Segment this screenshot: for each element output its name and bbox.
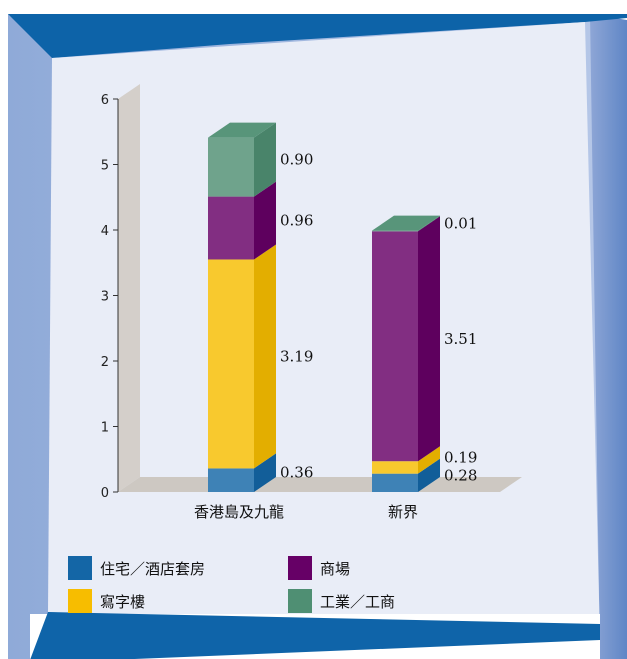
y-tick-label: 1 bbox=[101, 421, 109, 436]
value-label: 0.96 bbox=[280, 212, 313, 230]
legend-swatch bbox=[68, 589, 92, 613]
y-tick-label: 4 bbox=[101, 224, 109, 239]
y-tick-label: 6 bbox=[101, 93, 109, 108]
value-label: 3.19 bbox=[280, 347, 313, 365]
bar-top-face bbox=[372, 215, 440, 231]
value-label: 3.51 bbox=[444, 330, 477, 348]
y-tick-label: 3 bbox=[101, 290, 109, 305]
legend-swatch bbox=[288, 556, 312, 580]
bar-segment-front bbox=[208, 137, 254, 197]
bar-segment-front bbox=[208, 259, 254, 469]
bar-segment-side bbox=[418, 216, 440, 462]
value-label: 0.90 bbox=[280, 151, 313, 169]
value-label: 0.28 bbox=[444, 466, 477, 484]
y-tick-label: 2 bbox=[101, 355, 109, 370]
bar-segment-side bbox=[418, 215, 440, 232]
legend-label: 商場 bbox=[320, 560, 350, 578]
category-label: 新界 bbox=[388, 503, 418, 521]
legend-label: 住宅／酒店套房 bbox=[100, 560, 205, 578]
bar-segment-side bbox=[254, 122, 276, 197]
bar-segment-front bbox=[372, 461, 418, 474]
legend-label: 寫字樓 bbox=[100, 593, 145, 611]
bar-segment-front bbox=[208, 196, 254, 260]
legend-swatch bbox=[68, 556, 92, 580]
y-tick-label: 0 bbox=[101, 486, 109, 501]
bar-segment-side bbox=[254, 181, 276, 260]
bar-segment-side bbox=[254, 244, 276, 469]
value-label: 0.01 bbox=[444, 214, 477, 232]
bar-segment-side bbox=[418, 458, 440, 492]
bar-segment-side bbox=[254, 453, 276, 492]
legend-label: 工業／工商 bbox=[320, 593, 395, 611]
y-tick-label: 5 bbox=[101, 159, 109, 174]
plot-area: 0 1 2 3 4 5 6 0.36 3.19 0.96 0.90 香港島及九龍 0.280.19 3.5… bbox=[101, 84, 522, 521]
bar-segment-front bbox=[372, 473, 418, 492]
value-label: 0.36 bbox=[280, 464, 313, 482]
bar-segment-front bbox=[208, 468, 254, 492]
bar-segment-front bbox=[372, 231, 418, 462]
legend-swatch bbox=[288, 589, 312, 613]
value-label: 0.19 bbox=[444, 448, 477, 466]
bar-segment-front bbox=[372, 230, 418, 232]
bar-segment-side bbox=[418, 446, 440, 474]
back-wall bbox=[118, 84, 140, 492]
category-label: 香港島及九龍 bbox=[194, 503, 284, 521]
bar-top-face bbox=[208, 122, 276, 138]
